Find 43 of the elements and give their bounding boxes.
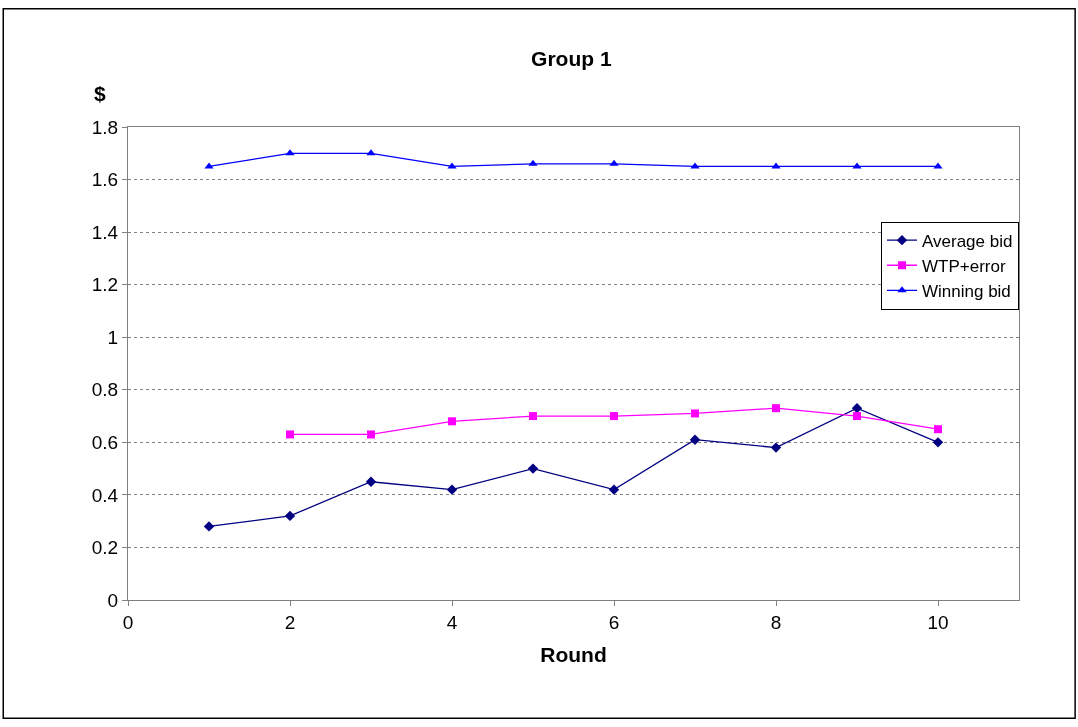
legend-label: Winning bid [922,281,1011,301]
legend-label: WTP+error [922,256,1006,276]
point [608,484,620,495]
point [286,430,294,439]
point [932,437,944,448]
y-tick-label: 1.6 [91,169,119,191]
y-tick-label: 1.2 [91,274,119,296]
point [689,434,701,445]
point [529,412,537,421]
chart-title: Group 1 [531,46,612,70]
point [203,521,215,532]
point [367,430,375,439]
y-tick-label: 0.4 [91,484,119,506]
y-tick-label: 0.6 [91,431,119,453]
y-tick-label: 0.2 [91,537,119,559]
point [284,510,296,522]
point [365,476,377,487]
point [770,442,782,453]
point [446,484,458,495]
y-tick-label: 0 [107,589,119,611]
x-tick-label: 6 [608,611,620,633]
point [527,463,539,474]
x-tick-label: 4 [446,611,458,633]
y-tick-label: 0.8 [91,379,119,401]
x-axis-title: Round [540,643,607,666]
y-tick-label: 1.4 [91,221,119,243]
x-tick-label: 8 [770,611,782,633]
point [934,425,942,434]
y-tick-label: 1.8 [91,116,119,138]
point [851,402,863,414]
x-tick-label: 2 [284,611,296,633]
point [853,412,861,421]
point [610,412,618,421]
y-tick-label: 1 [107,326,119,348]
y-axis-title: $ [94,82,106,105]
point [609,159,619,166]
legend-label: Average bid [922,231,1013,251]
point [691,409,699,418]
x-tick-label: 10 [927,611,949,633]
point [772,404,780,413]
point [528,159,538,166]
x-tick-label: 0 [122,611,134,633]
point [448,417,456,426]
